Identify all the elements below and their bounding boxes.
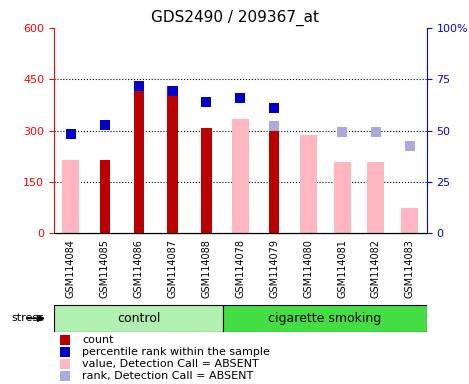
Bar xyxy=(134,83,144,233)
Text: GSM114088: GSM114088 xyxy=(202,239,212,298)
Point xyxy=(169,88,176,94)
Point xyxy=(236,95,244,101)
Text: GSM114082: GSM114082 xyxy=(371,239,381,298)
Point xyxy=(61,373,69,379)
Point xyxy=(406,143,414,149)
Point xyxy=(61,361,69,367)
Text: GSM114079: GSM114079 xyxy=(269,239,279,298)
Bar xyxy=(333,162,350,233)
Bar xyxy=(62,160,79,233)
Point xyxy=(61,349,69,355)
Point xyxy=(101,121,108,127)
Bar xyxy=(232,119,249,233)
Text: count: count xyxy=(82,335,113,345)
Point xyxy=(67,131,75,137)
Point xyxy=(372,129,380,136)
Text: GSM114086: GSM114086 xyxy=(134,239,144,298)
Bar xyxy=(300,135,317,233)
Text: GSM114080: GSM114080 xyxy=(303,239,313,298)
Text: GSM114087: GSM114087 xyxy=(167,239,178,298)
Point xyxy=(271,106,278,112)
Bar xyxy=(100,160,110,233)
Point xyxy=(271,122,278,129)
Text: GSM114085: GSM114085 xyxy=(100,239,110,298)
Text: GSM114084: GSM114084 xyxy=(66,239,76,298)
Point xyxy=(61,337,69,343)
Bar xyxy=(223,305,427,332)
Bar xyxy=(167,86,178,233)
Point xyxy=(338,129,346,136)
Text: value, Detection Call = ABSENT: value, Detection Call = ABSENT xyxy=(82,359,258,369)
Text: GDS2490 / 209367_at: GDS2490 / 209367_at xyxy=(151,10,318,26)
Text: stress: stress xyxy=(12,313,45,323)
Bar xyxy=(269,127,280,233)
Text: rank, Detection Call = ABSENT: rank, Detection Call = ABSENT xyxy=(82,371,253,381)
Bar xyxy=(368,162,385,233)
Text: GSM114081: GSM114081 xyxy=(337,239,347,298)
Text: control: control xyxy=(117,312,160,325)
Text: GSM114078: GSM114078 xyxy=(235,239,245,298)
Bar xyxy=(201,128,212,233)
Text: cigarette smoking: cigarette smoking xyxy=(268,312,382,325)
Point xyxy=(135,83,143,89)
Text: GSM114083: GSM114083 xyxy=(405,239,415,298)
Bar xyxy=(54,305,223,332)
Bar xyxy=(401,208,418,233)
Text: percentile rank within the sample: percentile rank within the sample xyxy=(82,347,270,357)
Point xyxy=(203,99,210,105)
